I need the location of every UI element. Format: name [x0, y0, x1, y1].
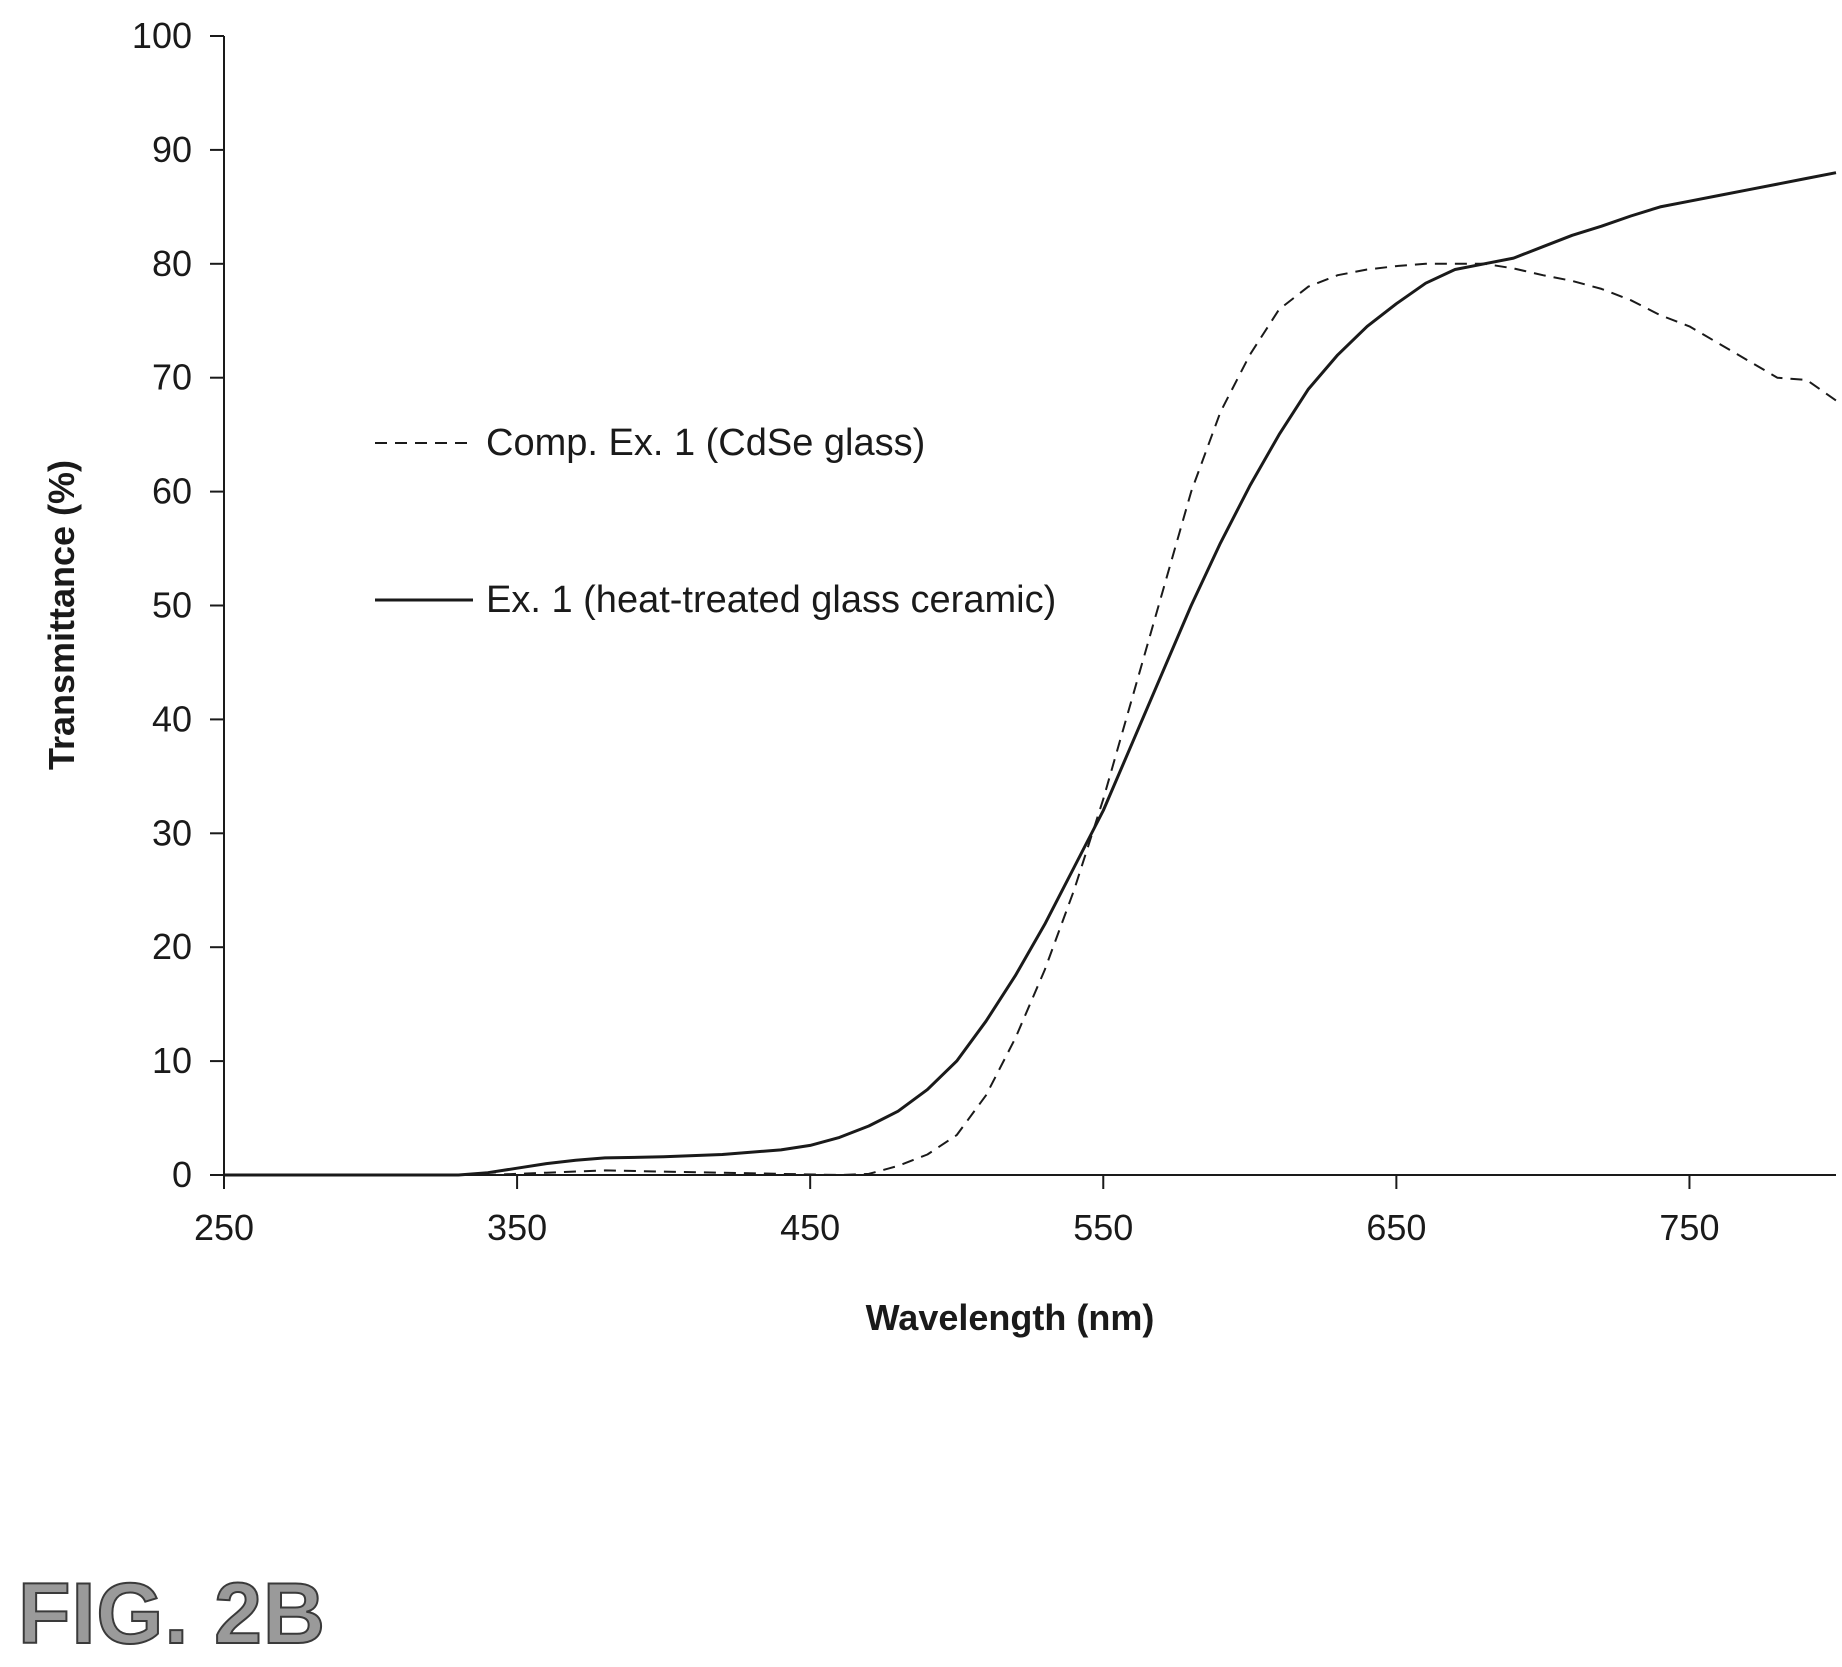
chart-series	[224, 171, 1837, 1177]
y-tick-label: 90	[152, 129, 192, 170]
chart-legend: Comp. Ex. 1 (CdSe glass) Ex. 1 (heat-trea…	[375, 422, 1056, 621]
legend-label-2: Ex. 1 (heat-treated glass ceramic)	[486, 579, 1056, 621]
y-tick-label: 100	[132, 15, 192, 56]
y-tick-label: 60	[152, 471, 192, 512]
series-line-2	[224, 171, 1837, 1177]
x-tick-label: 450	[780, 1207, 840, 1248]
series-line-1	[224, 262, 1837, 1176]
y-tick-label: 50	[152, 585, 192, 626]
legend-label-1: Comp. Ex. 1 (CdSe glass)	[486, 422, 925, 464]
y-tick-label: 40	[152, 698, 192, 739]
y-tick-label: 20	[152, 926, 192, 967]
y-tick-label: 70	[152, 357, 192, 398]
x-tick-label: 350	[487, 1207, 547, 1248]
chart-axes: 0 10 20 30 40 50 60 70 80 90 100 250 350 450 550 650 750	[132, 15, 1836, 1248]
figure-label: FIG. 2B	[17, 1565, 327, 1663]
x-axis-title: Wavelength (nm)	[866, 1297, 1155, 1338]
y-tick-label: 80	[152, 243, 192, 284]
y-tick-label: 0	[172, 1154, 192, 1195]
x-tick-label: 550	[1073, 1207, 1133, 1248]
y-tick-label: 30	[152, 812, 192, 853]
y-tick-label: 10	[152, 1040, 192, 1081]
x-tick-label: 250	[194, 1207, 254, 1248]
x-tick-label: 750	[1659, 1207, 1719, 1248]
y-axis-title: Transmittance (%)	[41, 460, 82, 770]
x-tick-label: 650	[1366, 1207, 1426, 1248]
